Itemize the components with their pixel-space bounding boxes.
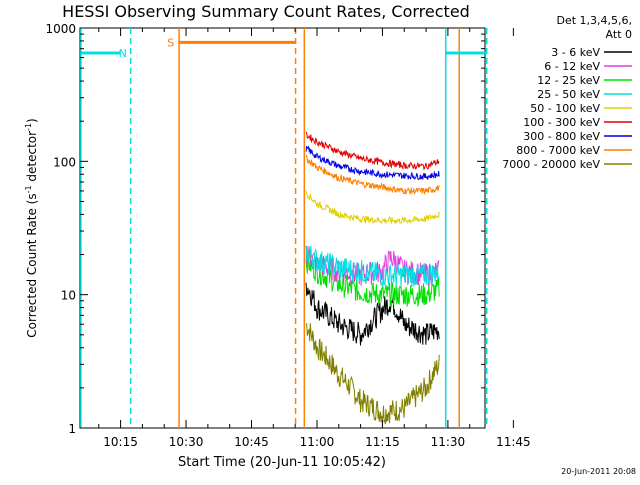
y-axis: 1 10 100 1000: [45, 22, 485, 436]
chart-title: HESSI Observing Summary Count Rates, Cor…: [62, 2, 470, 21]
x-tick-label: 10:30: [169, 435, 204, 449]
legend-entry-label: 12 - 25 keV: [537, 74, 600, 87]
legend-entry-label: 25 - 50 keV: [537, 88, 600, 101]
x-tick-label: 11:00: [300, 435, 335, 449]
y-tick-label: 1: [68, 422, 76, 436]
legend-entry-label: 7000 - 20000 keV: [502, 158, 600, 171]
legend-entry-label: 300 - 800 keV: [523, 130, 600, 143]
y-axis-label-sup2: -1: [24, 123, 33, 131]
y-axis-label: Corrected Count Rate (s-1 detector-1): [24, 118, 39, 337]
x-tick-label: 10:45: [234, 435, 269, 449]
x-tick-label: 10:15: [103, 435, 138, 449]
y-axis-label-mid: detector: [25, 131, 39, 186]
y-axis-label-main: Corrected Count Rate (s: [25, 193, 39, 337]
plot-frame: [79, 27, 486, 429]
legend-entry-label: 800 - 7000 keV: [516, 144, 600, 157]
legend-entry-label: 50 - 100 keV: [530, 102, 600, 115]
legend-header-line-1: Det 1,3,4,5,6,: [556, 14, 632, 27]
mode-annotation: N: [119, 47, 127, 60]
legend-entry-label: 100 - 300 keV: [523, 116, 600, 129]
series-line: [305, 190, 440, 225]
series-line: [305, 322, 440, 425]
legend-entry-label: 3 - 6 keV: [551, 46, 600, 59]
y-tick-label: 100: [53, 155, 76, 169]
x-tick-label: 11:45: [496, 435, 531, 449]
x-axis: 10:15 10:30 10:45 11:00 11:15 11:30 11:45: [98, 28, 531, 449]
y-axis-label-sup1: -1: [24, 185, 33, 193]
mode-annotation: S: [167, 36, 174, 49]
annotations-layer: NS: [119, 36, 175, 60]
series-layer: [305, 131, 440, 425]
y-tick-label: 10: [61, 289, 76, 303]
x-axis-label: Start Time (20-Jun-11 10:05:42): [178, 455, 386, 470]
x-tick-label: 11:15: [365, 435, 400, 449]
series-line: [305, 145, 440, 181]
legend-entry-label: 6 - 12 keV: [544, 60, 600, 73]
legend-header-line-2: Att 0: [606, 28, 632, 41]
x-tick-label: 11:30: [431, 435, 466, 449]
footer-timestamp: 20-Jun-2011 20:08: [561, 467, 636, 476]
series-line: [305, 153, 440, 196]
y-axis-label-end: ): [25, 118, 39, 123]
series-line: [305, 282, 440, 346]
series-line: [305, 131, 440, 171]
markers-layer: [80, 28, 488, 428]
series-line: [305, 245, 440, 288]
y-tick-label: 1000: [45, 22, 76, 36]
